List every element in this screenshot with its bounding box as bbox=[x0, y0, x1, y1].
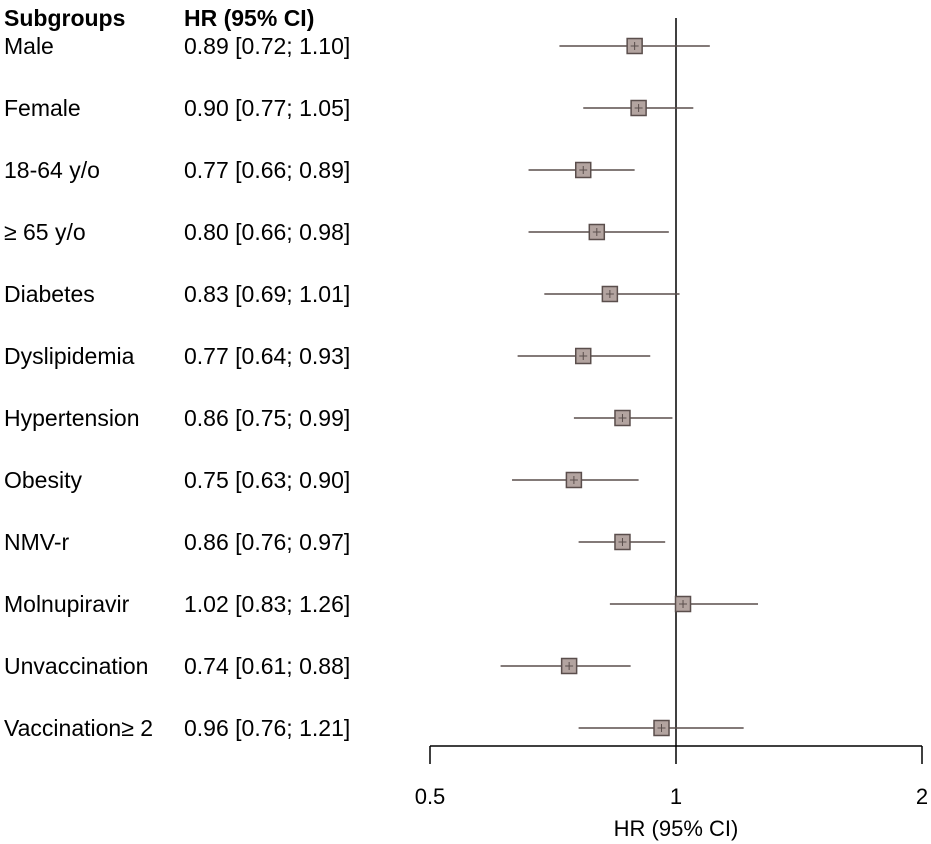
rows-layer: Male 0.89 [0.72; 1.10] Female 0.90 [0.77; 1… bbox=[4, 18, 759, 746]
hr-ci-text: 0.89 [0.72; 1.10] bbox=[184, 33, 350, 59]
x-tick-label: 2 bbox=[916, 784, 928, 809]
hr-ci-text: 0.77 [0.66; 0.89] bbox=[184, 157, 350, 183]
subgroup-label: Molnupiravir bbox=[4, 591, 130, 617]
hr-ci-text: 0.86 [0.76; 0.97] bbox=[184, 529, 350, 555]
subgroup-label: Hypertension bbox=[4, 405, 140, 431]
x-tick-label: 0.5 bbox=[415, 784, 446, 809]
subgroup-label: Vaccination≥ 2 bbox=[4, 715, 153, 741]
hr-ci-text: 0.75 [0.63; 0.90] bbox=[184, 467, 350, 493]
hr-ci-text: 0.86 [0.75; 0.99] bbox=[184, 405, 350, 431]
forest-row: Female 0.90 [0.77; 1.05] bbox=[4, 95, 694, 121]
subgroup-label: Obesity bbox=[4, 467, 82, 493]
subgroup-label: NMV-r bbox=[4, 529, 70, 555]
hr-ci-text: 0.80 [0.66; 0.98] bbox=[184, 219, 350, 245]
forest-row: Male 0.89 [0.72; 1.10] bbox=[4, 33, 710, 59]
x-tick-label: 1 bbox=[670, 784, 682, 809]
header-hr-ci: HR (95% CI) bbox=[184, 5, 314, 31]
subgroup-label: 18-64 y/o bbox=[4, 157, 100, 183]
forest-row: Obesity 0.75 [0.63; 0.90] bbox=[4, 467, 639, 493]
forest-row: ≥ 65 y/o 0.80 [0.66; 0.98] bbox=[4, 219, 669, 245]
hr-ci-text: 0.74 [0.61; 0.88] bbox=[184, 653, 350, 679]
subgroup-label: Male bbox=[4, 33, 54, 59]
forest-row: Molnupiravir 1.02 [0.83; 1.26] bbox=[4, 591, 759, 617]
subgroup-label: Diabetes bbox=[4, 281, 95, 307]
subgroup-label: Female bbox=[4, 95, 81, 121]
forest-row: Dyslipidemia 0.77 [0.64; 0.93] bbox=[4, 343, 651, 369]
forest-row: Hypertension 0.86 [0.75; 0.99] bbox=[4, 405, 673, 431]
hr-ci-text: 0.77 [0.64; 0.93] bbox=[184, 343, 350, 369]
forest-row: 18-64 y/o 0.77 [0.66; 0.89] bbox=[4, 157, 635, 183]
hr-ci-text: 1.02 [0.83; 1.26] bbox=[184, 591, 350, 617]
forest-row: Vaccination≥ 2 0.96 [0.76; 1.21] bbox=[4, 715, 744, 741]
forest-row: NMV-r 0.86 [0.76; 0.97] bbox=[4, 529, 666, 555]
forest-row: Unvaccination 0.74 [0.61; 0.88] bbox=[4, 653, 631, 679]
subgroup-label: Unvaccination bbox=[4, 653, 148, 679]
x-axis-title: HR (95% CI) bbox=[614, 816, 739, 841]
hr-ci-text: 0.83 [0.69; 1.01] bbox=[184, 281, 350, 307]
subgroup-label: ≥ 65 y/o bbox=[4, 219, 86, 245]
x-axis: 0.5 1 2 bbox=[415, 745, 928, 809]
hr-ci-text: 0.96 [0.76; 1.21] bbox=[184, 715, 350, 741]
subgroup-label: Dyslipidemia bbox=[4, 343, 135, 369]
hr-ci-text: 0.90 [0.77; 1.05] bbox=[184, 95, 350, 121]
header-subgroups: Subgroups bbox=[4, 5, 125, 31]
forest-row: Diabetes 0.83 [0.69; 1.01] bbox=[4, 281, 680, 307]
